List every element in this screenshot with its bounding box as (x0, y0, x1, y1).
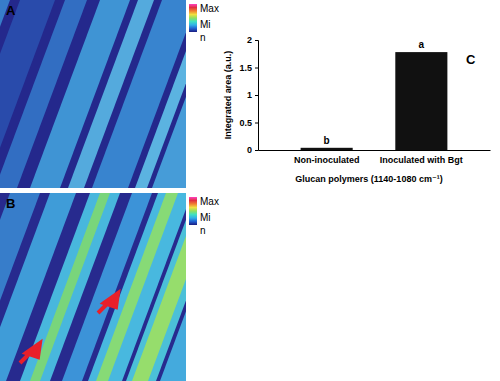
x-tick: Inoculated with Bgt (380, 155, 463, 165)
image-panel: A Max Mi n (0, 0, 256, 188)
heat-map-image (0, 0, 186, 188)
x-tick: Non-inoculated (294, 155, 360, 165)
annotations: ba (324, 39, 425, 146)
y-tick-mark (255, 95, 258, 96)
color-bar (189, 4, 197, 32)
color-bar-label: Max (200, 196, 219, 207)
y-tick-mark (255, 150, 258, 151)
y-tick-mark (255, 123, 258, 124)
annotation: a (419, 39, 425, 50)
arrow (20, 343, 40, 363)
y-tick: 1 (247, 90, 258, 100)
x-tick-label: Non-inoculated (294, 155, 360, 165)
color-bar-label: Mi (200, 212, 211, 223)
bars (301, 52, 448, 150)
y-tick-label: 1.5 (239, 63, 252, 73)
image-panel: B Max Mi n (0, 193, 256, 381)
figure: A Max Mi n B Max Mi n 0 0.5 1 1.5 2 Non-inoculated Ino… (0, 0, 500, 381)
x-axis-title: Glucan polymers (1140-1080 cm⁻¹) (295, 174, 442, 184)
image-stripe (152, 0, 186, 188)
color-bar-label: Mi (200, 19, 211, 30)
y-tick-label: 0 (247, 145, 252, 155)
y-tick: 0 (247, 145, 258, 155)
panel-label: C (466, 52, 476, 67)
image-stripe (160, 193, 186, 381)
y-tick-label: 0.5 (239, 118, 252, 128)
y-tick-mark (255, 68, 258, 69)
x-axis-line (259, 150, 491, 151)
y-tick-label: 2 (247, 35, 252, 45)
panel-label: B (6, 196, 15, 211)
y-tick: 0.5 (239, 118, 258, 128)
color-bar-label: n (200, 32, 206, 43)
color-bar (189, 197, 197, 225)
x-axis: Non-inoculated Inoculated with Bgt (259, 151, 491, 166)
y-axis-title: Integrated area (a.u.) (223, 51, 233, 140)
bar (301, 148, 353, 150)
heat-map-image (0, 193, 186, 381)
y-tick-label: 1 (247, 90, 252, 100)
x-tick-label: Inoculated with Bgt (380, 155, 463, 165)
annotation: b (324, 135, 330, 146)
image-stripe (0, 0, 10, 188)
y-axis-line (255, 41, 259, 151)
arrow (98, 293, 118, 313)
y-axis: 0 0.5 1 1.5 2 (239, 35, 258, 155)
color-bar-label: n (200, 225, 206, 236)
color-bar-label: Max (200, 3, 219, 14)
y-tick-mark (255, 40, 258, 41)
bar (395, 52, 447, 150)
y-tick: 1.5 (239, 63, 258, 73)
y-tick: 2 (247, 35, 258, 45)
panel-label: A (6, 3, 16, 18)
